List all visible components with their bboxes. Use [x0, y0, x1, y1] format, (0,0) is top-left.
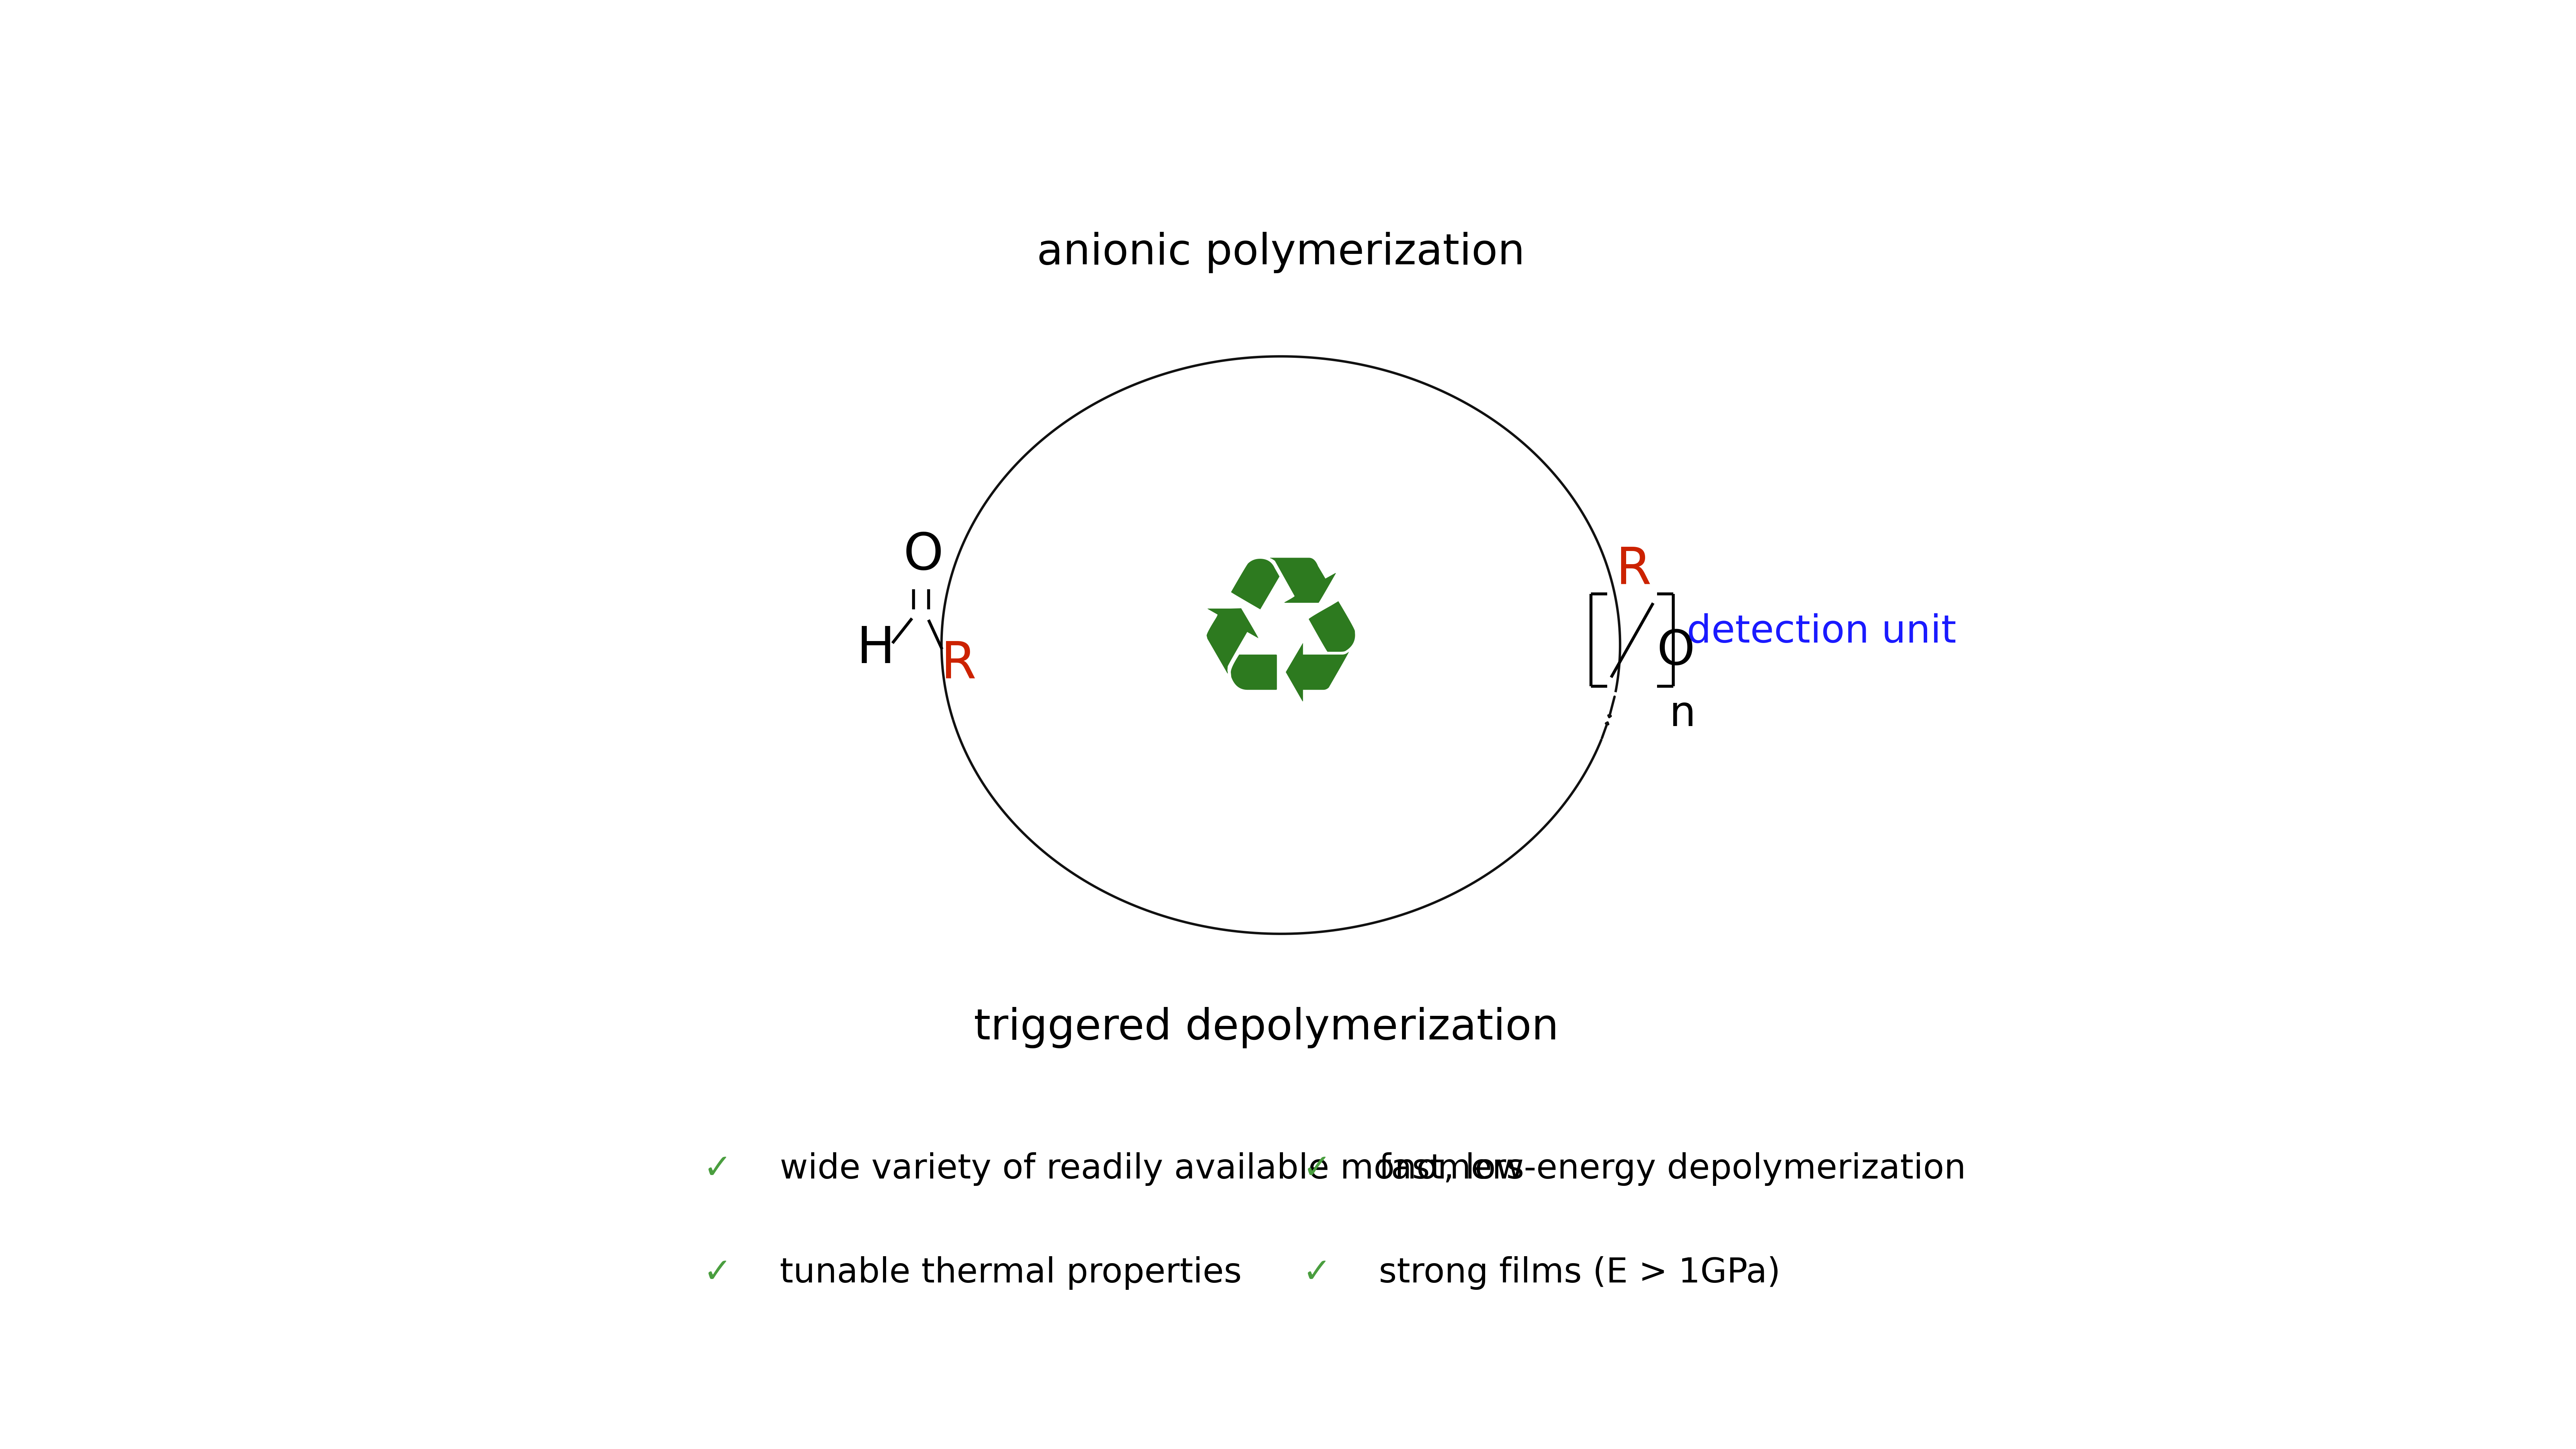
Text: triggered depolymerization: triggered depolymerization	[974, 1007, 1558, 1048]
Text: strong films (E > 1GPa): strong films (E > 1GPa)	[1378, 1256, 1780, 1290]
Text: ✓: ✓	[1303, 1256, 1332, 1290]
Text: R: R	[1615, 545, 1651, 594]
Text: detection unit: detection unit	[1687, 613, 1955, 651]
Text: H: H	[858, 625, 894, 674]
Text: O: O	[1656, 627, 1695, 674]
Text: anionic polymerization: anionic polymerization	[1036, 232, 1525, 272]
Text: fast, low-energy depolymerization: fast, low-energy depolymerization	[1378, 1152, 1965, 1185]
Text: tunable thermal properties: tunable thermal properties	[781, 1256, 1242, 1290]
Text: R: R	[940, 639, 976, 688]
Text: ✓: ✓	[1303, 1152, 1332, 1185]
Text: O: O	[904, 530, 943, 580]
Text: ♻: ♻	[1190, 546, 1373, 743]
Text: n: n	[1669, 694, 1695, 735]
Text: ✓: ✓	[703, 1256, 732, 1290]
Text: wide variety of readily available monomers: wide variety of readily available monome…	[781, 1152, 1525, 1185]
Text: ✓: ✓	[703, 1152, 732, 1185]
